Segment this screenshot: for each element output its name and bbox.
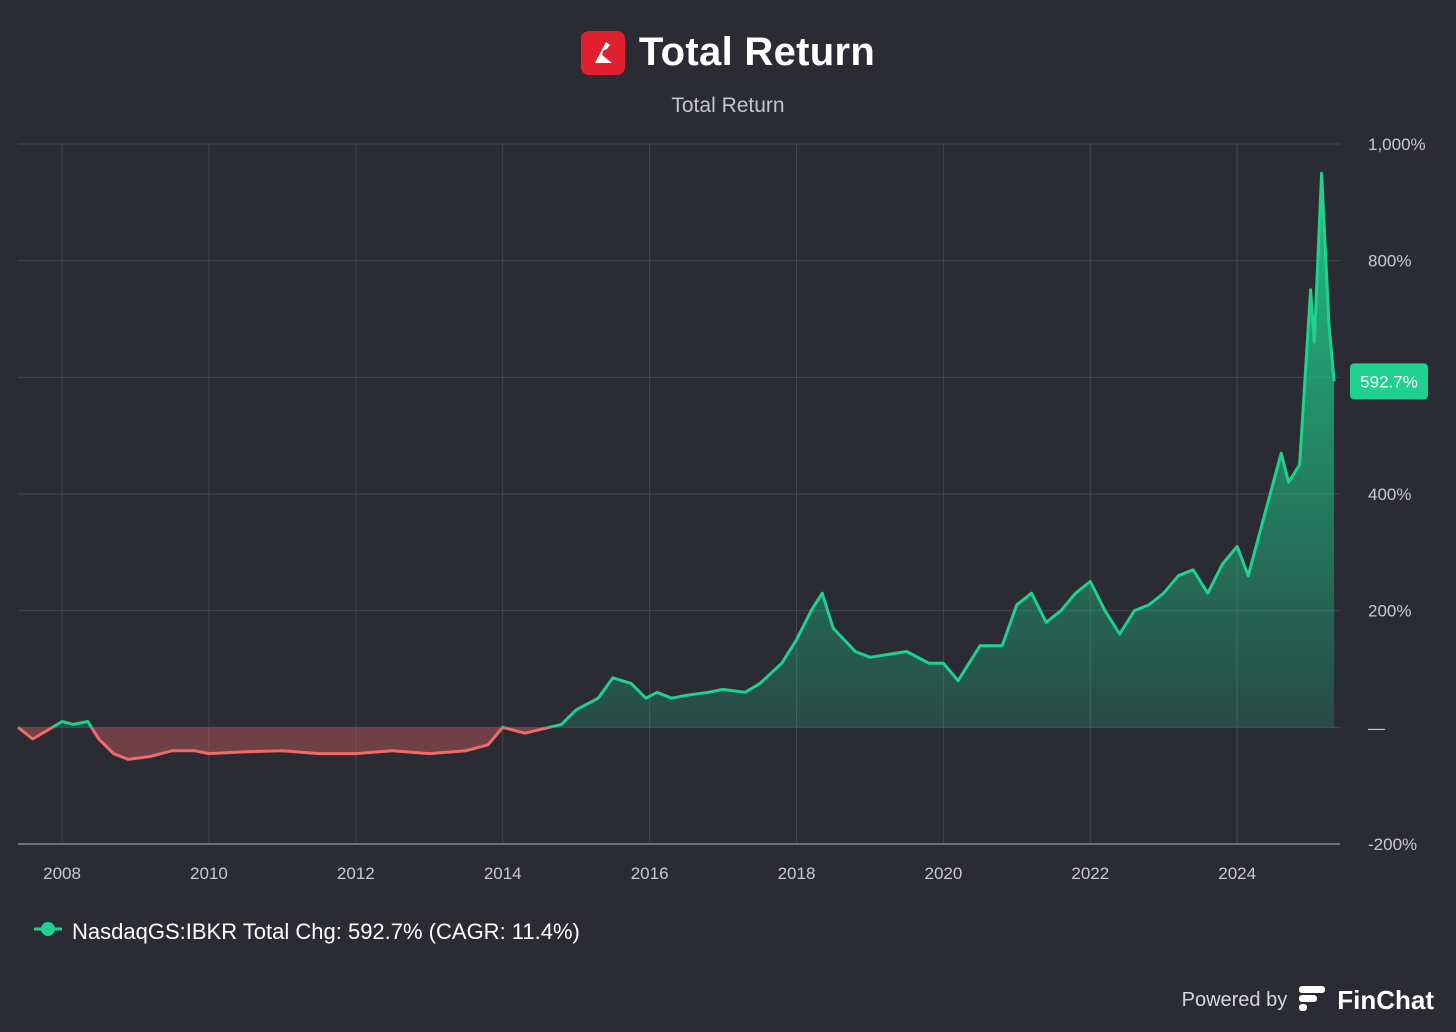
x-tick-label: 2016 bbox=[631, 864, 669, 883]
chart-subtitle: Total Return bbox=[671, 94, 785, 117]
x-tick-label: 2018 bbox=[778, 864, 816, 883]
x-tick-label: 2008 bbox=[43, 864, 81, 883]
y-tick-label: -200% bbox=[1368, 835, 1417, 854]
finchat-logo-icon bbox=[1297, 984, 1327, 1017]
x-tick-label: 2014 bbox=[484, 864, 522, 883]
legend-series-icon bbox=[32, 918, 64, 945]
ibkr-logo-icon bbox=[580, 30, 625, 75]
x-tick-label: 2024 bbox=[1218, 864, 1256, 883]
y-tick-label: — bbox=[1368, 718, 1385, 737]
finchat-brand: FinChat bbox=[1337, 985, 1434, 1015]
x-tick-label: 2010 bbox=[190, 864, 228, 883]
legend[interactable]: NasdaqGS:IBKR Total Chg: 592.7% (CAGR: 1… bbox=[32, 918, 580, 945]
last-value-label: 592.7% bbox=[1360, 372, 1418, 391]
x-tick-label: 2022 bbox=[1071, 864, 1109, 883]
y-tick-label: 800% bbox=[1368, 252, 1411, 271]
last-value-badge bbox=[1350, 363, 1428, 400]
y-tick-label: 400% bbox=[1368, 485, 1411, 504]
positive-line bbox=[17, 171, 1336, 728]
x-tick-label: 2020 bbox=[924, 864, 962, 883]
x-tick-label: 2012 bbox=[337, 864, 375, 883]
negative-line bbox=[17, 727, 556, 761]
chart-header: Total Return bbox=[0, 30, 1456, 80]
positive-area bbox=[18, 173, 1335, 728]
footer: Powered by FinChat bbox=[1182, 984, 1434, 1017]
y-tick-label: 200% bbox=[1368, 602, 1411, 621]
chart-title: Total Return bbox=[638, 30, 876, 74]
title-row: Total Return bbox=[580, 30, 876, 75]
legend-label: NasdaqGS:IBKR Total Chg: 592.7% (CAGR: 1… bbox=[72, 918, 580, 944]
y-tick-label: 1,000% bbox=[1368, 135, 1426, 154]
powered-by-text: Powered by bbox=[1181, 989, 1288, 1011]
